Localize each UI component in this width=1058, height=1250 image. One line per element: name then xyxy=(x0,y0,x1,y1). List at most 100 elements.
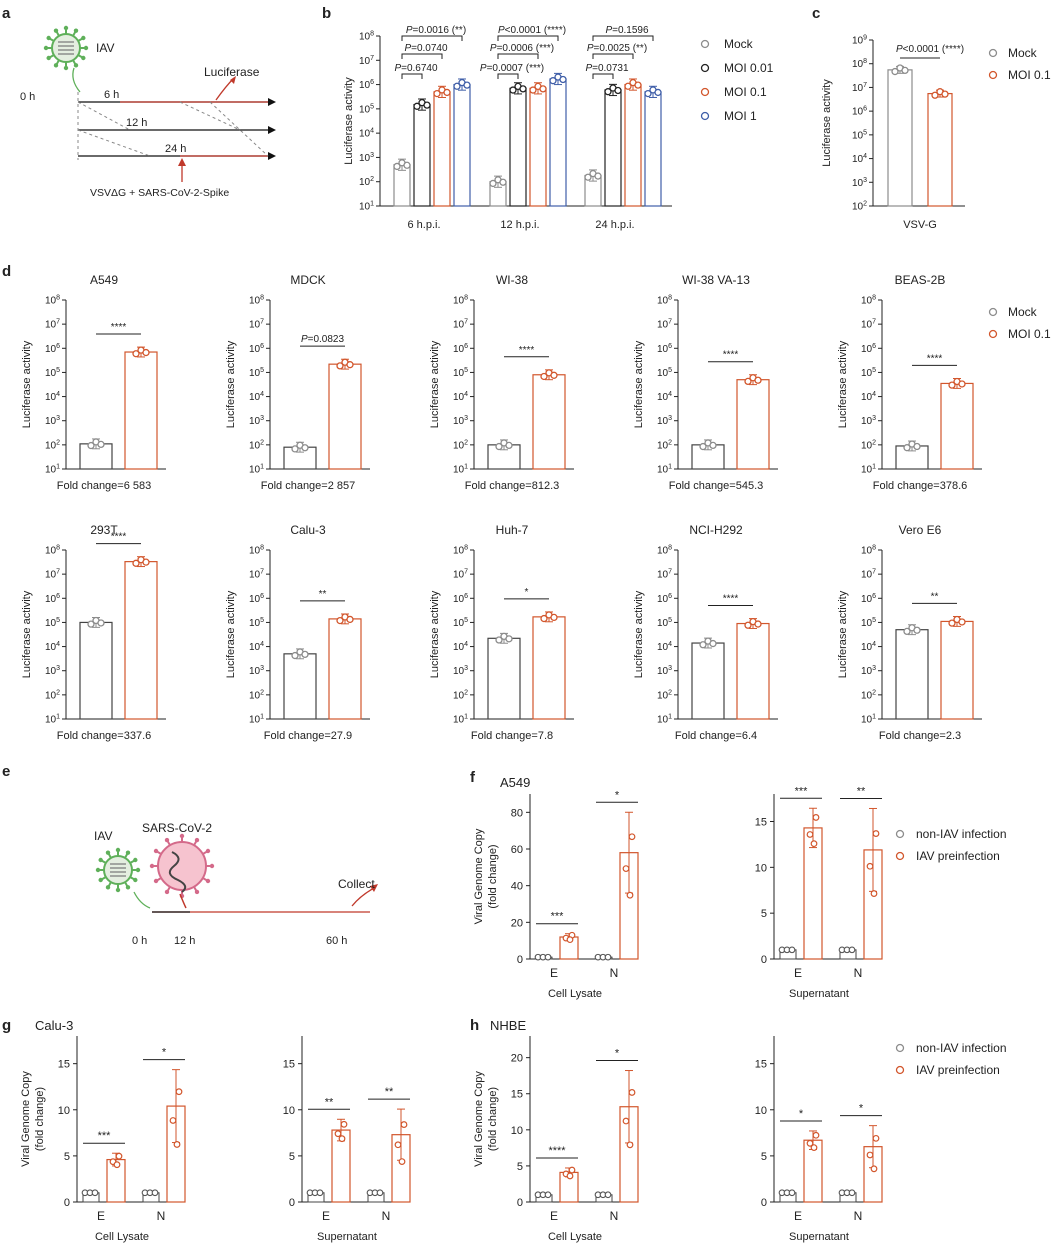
y-tick-label: 15 xyxy=(755,1059,767,1071)
virus-spike-tip xyxy=(73,63,79,68)
bar xyxy=(940,620,974,720)
luciferase-label: Luciferase xyxy=(204,65,260,79)
virus-spike-tip xyxy=(133,857,138,863)
subplot-title: A549 xyxy=(90,273,118,287)
data-point xyxy=(413,102,421,110)
data-point xyxy=(175,1088,183,1096)
subplot-a549: 101 102 103 104 105 106 107 108 Luciferase activ… xyxy=(21,273,166,492)
iav-arrow xyxy=(133,891,151,909)
sars-arrow xyxy=(179,893,187,909)
y-tick-label: 101 xyxy=(249,464,264,476)
data-point xyxy=(540,372,548,381)
bar xyxy=(691,642,725,720)
data-point xyxy=(316,1189,324,1197)
y-tick-label: 105 xyxy=(359,103,374,115)
subplot-supernatant: 0 5 10 15 Supernatant E *** N ** xyxy=(755,785,883,1000)
virus-spike-tip xyxy=(115,887,121,893)
significance-bracket xyxy=(592,35,654,41)
bar xyxy=(736,379,770,470)
virus-spike-tip xyxy=(43,45,49,51)
data-point xyxy=(519,85,527,93)
significance-label: **** xyxy=(519,345,535,356)
panel-group-title: A549 xyxy=(500,775,530,790)
virus-spike-tip xyxy=(98,857,103,863)
virus-body xyxy=(157,841,207,891)
y-tick-label: 102 xyxy=(45,689,60,701)
virus-spike-tip xyxy=(153,848,159,854)
subplot-cell-lysate: 0 5 10 15 Viral Genome Copy (fold change) Cell… xyxy=(20,1036,186,1243)
y-tick-label: 105 xyxy=(861,617,876,629)
legend-label: IAV preinfection xyxy=(916,1063,1000,1077)
y-axis-title: Luciferase activity xyxy=(225,340,237,428)
virus-spike-tip xyxy=(153,878,159,884)
y-tick-label: 107 xyxy=(657,569,672,581)
y-tick-label: 15 xyxy=(755,817,767,829)
subplot-mdck: 101 102 103 104 105 106 107 108 Luciferase activ… xyxy=(225,273,370,492)
y-tick-label: 106 xyxy=(45,343,60,355)
virus-spike-tip xyxy=(73,28,79,33)
bar xyxy=(328,618,362,720)
y-tick-label: 105 xyxy=(657,367,672,379)
y-tick-label: 102 xyxy=(45,439,60,451)
y-tick-label: 107 xyxy=(45,569,60,581)
pseudovirus-label: VSVΔG + SARS-CoV-2-Spike xyxy=(90,187,229,199)
data-point xyxy=(499,178,507,186)
y-tick-label: 106 xyxy=(453,343,468,355)
y-tick-label: 102 xyxy=(249,689,264,701)
y-tick-label: 10 xyxy=(755,1105,767,1117)
y-tick-label: 10 xyxy=(283,1105,295,1117)
time-6h: 6 h xyxy=(104,89,119,101)
y-axis-title: Luciferase activity xyxy=(633,590,645,678)
infection-arrow xyxy=(72,67,81,93)
legend-label: MOI 0.1 xyxy=(1008,68,1051,82)
y-axis-title: Luciferase activity xyxy=(429,590,441,678)
data-point xyxy=(346,361,354,369)
data-point xyxy=(115,1152,123,1160)
significance-label: *** xyxy=(795,785,809,797)
panel-letters: a b c d e f g h xyxy=(2,5,820,1034)
y-tick-label: 103 xyxy=(359,152,374,164)
y-tick-label: 103 xyxy=(45,665,60,677)
y-tick-label: 5 xyxy=(289,1151,295,1163)
y-axis-title: Luciferase activity xyxy=(837,340,849,428)
x-category-label: N xyxy=(157,1209,166,1223)
y-tick-label: 108 xyxy=(249,295,264,307)
y-tick-label: 107 xyxy=(657,319,672,331)
legend-marker xyxy=(700,87,710,97)
y-tick-label: 107 xyxy=(453,319,468,331)
y-axis-title: (fold change) xyxy=(487,844,499,908)
subplot-title: 293T xyxy=(90,523,118,537)
data-point xyxy=(628,833,636,841)
legend-label: MOI 0.1 xyxy=(1008,327,1051,341)
subplot-wi-38: 101 102 103 104 105 106 107 108 Luciferase activ… xyxy=(429,273,574,492)
y-tick-label: 104 xyxy=(249,641,264,653)
x-category-label: 24 h.p.i. xyxy=(595,219,634,231)
x-category-label: E xyxy=(550,966,558,980)
time-24h: 24 h xyxy=(165,143,186,155)
data-point xyxy=(654,88,662,97)
bar xyxy=(393,164,411,207)
y-axis-title: Luciferase activity xyxy=(821,79,833,167)
y-tick-label: 60 xyxy=(511,844,523,856)
legend-label: Mock xyxy=(724,37,754,51)
legend-label: Mock xyxy=(1008,305,1038,319)
fold-change-label: Fold change=27.9 xyxy=(264,730,352,742)
fold-change-label: Fold change=812.3 xyxy=(465,480,560,492)
time-0h: 0 h xyxy=(132,935,147,947)
virus-body xyxy=(103,855,133,885)
iav-virus-icon xyxy=(95,847,141,893)
y-tick-label: 104 xyxy=(45,391,60,403)
legend-marker xyxy=(988,70,998,80)
virus-spike-tip xyxy=(95,867,101,873)
data-point xyxy=(505,441,513,450)
y-tick-label: 101 xyxy=(249,714,264,726)
y-tick-label: 103 xyxy=(657,665,672,677)
significance-label: **** xyxy=(723,350,739,361)
y-axis-title: Luciferase activity xyxy=(633,340,645,428)
data-point xyxy=(291,445,299,453)
data-point xyxy=(559,75,567,84)
x-category-label: E xyxy=(322,1209,330,1223)
y-tick-label: 108 xyxy=(45,545,60,557)
significance-label: * xyxy=(859,1103,864,1115)
data-point xyxy=(931,91,939,99)
